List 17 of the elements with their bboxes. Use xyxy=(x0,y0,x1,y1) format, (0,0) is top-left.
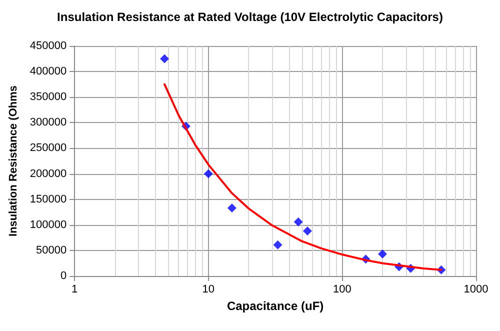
x-tick-label: 100 xyxy=(333,284,352,296)
x-axis-title: Capacitance (uF) xyxy=(226,298,324,313)
y-tick-label: 200000 xyxy=(30,168,67,180)
chart-title: Insulation Resistance at Rated Voltage (10V Electrolytic Capacitors) xyxy=(57,10,443,24)
x-tick-label: 10 xyxy=(202,284,215,296)
y-tick-label: 350000 xyxy=(30,91,67,104)
y-axis-title: Insulation Resistance (Ohms xyxy=(8,86,20,236)
y-tick-label: 300000 xyxy=(30,116,67,129)
x-tick-label: 1 xyxy=(72,284,78,296)
y-tick-label: 50000 xyxy=(36,244,67,256)
y-tick-label: 100000 xyxy=(30,218,67,231)
y-tick-label: 400000 xyxy=(30,66,67,78)
y-tick-label: 0 xyxy=(60,270,67,282)
y-tick-label: 450000 xyxy=(30,40,67,52)
x-tick-label: 1000 xyxy=(464,284,488,296)
y-tick-label: 150000 xyxy=(30,193,67,206)
y-tick-label: 250000 xyxy=(30,142,67,154)
